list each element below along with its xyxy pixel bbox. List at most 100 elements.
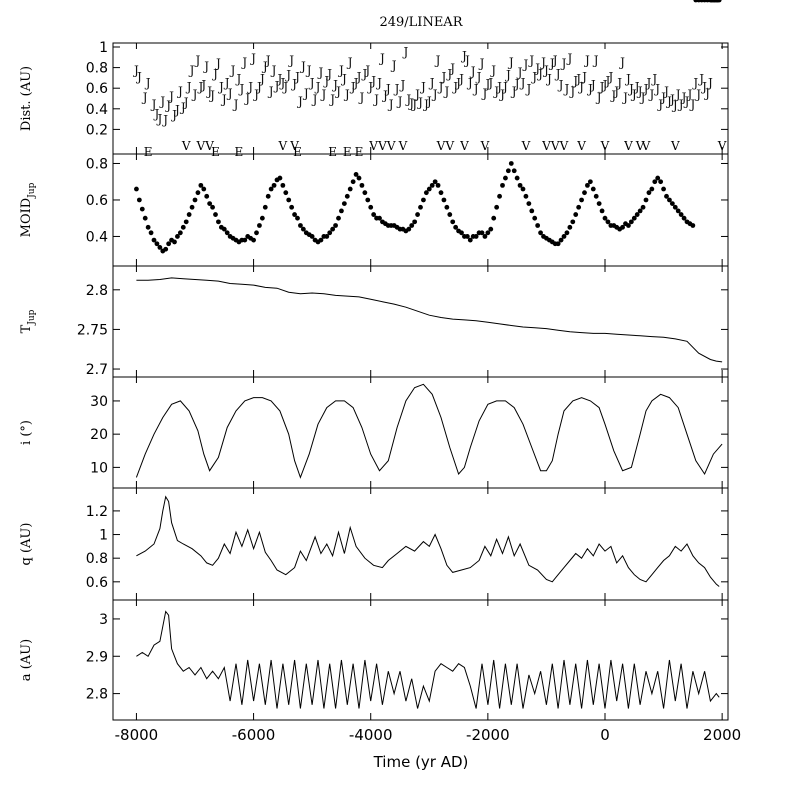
data-point-moid — [529, 208, 535, 214]
data-point-moid — [318, 237, 324, 243]
encounter-label-v: V — [289, 139, 299, 153]
data-point-moid — [637, 208, 643, 214]
encounter-marker-j: J — [504, 68, 511, 82]
encounter-marker-j: J — [624, 72, 631, 86]
xtick-label: 2000 — [703, 726, 741, 744]
encounter-marker-j: J — [258, 72, 265, 86]
encounter-label-e: E — [211, 145, 220, 159]
encounter-label-v: V — [196, 139, 206, 153]
data-point-moid — [257, 223, 262, 228]
encounter-marker-j: J — [407, 97, 414, 111]
encounter-marker-j: J — [451, 80, 458, 94]
encounter-marker-j: J — [700, 80, 707, 94]
data-point-moid — [277, 175, 283, 181]
encounter-marker-j: J — [437, 80, 444, 94]
encounter-label-v: V — [444, 139, 454, 153]
encounter-marker-j: J — [273, 79, 280, 93]
encounter-marker-j: J — [141, 90, 148, 104]
encounter-marker-j: J — [551, 53, 558, 67]
encounter-label-e: E — [328, 145, 337, 159]
data-point-moid — [271, 182, 277, 188]
data-point-moid — [429, 182, 435, 188]
data-point-moid — [491, 215, 497, 221]
encounter-marker-j: J — [305, 64, 312, 78]
encounter-marker-j: J — [425, 95, 432, 109]
encounter-marker-j: J — [545, 72, 552, 86]
data-point-moid — [450, 219, 456, 225]
data-point-moid — [646, 190, 652, 196]
encounter-marker-j: J — [387, 98, 394, 112]
data-point-moid — [464, 234, 470, 239]
encounter-marker-j: J — [568, 84, 575, 98]
encounter-marker-j: J — [489, 64, 496, 78]
encounter-marker-j: J — [583, 53, 590, 67]
data-point-moid — [467, 237, 473, 243]
data-point-moid — [655, 175, 661, 181]
encounter-marker-j: J — [688, 98, 695, 112]
data-point-moid — [142, 215, 148, 221]
encounter-marker-j: J — [325, 67, 332, 81]
data-point-moid — [514, 175, 520, 181]
encounter-marker-j: J — [653, 82, 660, 96]
encounter-marker-j: J — [454, 76, 461, 90]
encounter-marker-j: J — [463, 53, 470, 67]
encounter-marker-j: J — [557, 78, 564, 92]
ytick-label-a: 3 — [99, 612, 108, 628]
encounter-marker-j: J — [369, 74, 376, 88]
series-line-inc — [135, 383, 723, 479]
encounter-marker-j: J — [680, 90, 687, 104]
ytick-label-q: 1.2 — [86, 504, 108, 520]
ytick-label-tjup: 2.8 — [86, 283, 108, 299]
encounter-marker-j: J — [598, 80, 605, 94]
encounter-marker-j: J — [618, 55, 625, 69]
data-point-moid — [602, 215, 608, 221]
encounter-marker-j: J — [404, 93, 411, 107]
data-point-moid — [555, 241, 561, 247]
encounter-marker-j: J — [516, 66, 523, 80]
encounter-marker-j: J — [639, 90, 646, 104]
encounter-marker-j: J — [322, 74, 329, 88]
encounter-marker-j: J — [372, 93, 379, 107]
data-point-moid — [254, 230, 259, 236]
data-point-moid — [262, 204, 268, 210]
encounter-marker-j: J — [542, 64, 549, 78]
data-point-moid — [268, 186, 274, 192]
data-point-moid — [180, 224, 186, 230]
data-point-moid — [482, 234, 488, 239]
encounter-marker-j: J — [346, 55, 353, 69]
encounter-marker-j: J — [194, 53, 201, 67]
encounter-marker-j: J — [615, 76, 622, 90]
data-point-moid — [517, 182, 523, 188]
data-point-moid — [295, 215, 300, 221]
encounter-marker-j: J — [328, 93, 335, 107]
encounter-marker-j: J — [232, 98, 239, 112]
encounter-marker-j: J — [659, 90, 666, 104]
data-point-moid — [347, 186, 353, 192]
data-point-moid — [336, 215, 341, 221]
encounter-marker-j: J — [460, 49, 467, 63]
encounter-marker-j: J — [208, 88, 215, 102]
data-point-moid — [145, 224, 151, 230]
panel-a: 2.8 2.9 3 a (AU) — [19, 599, 729, 721]
data-point-moid — [664, 193, 669, 199]
encounter-marker-j: J — [571, 74, 578, 88]
encounter-marker-j: J — [706, 76, 713, 90]
data-point-moid — [362, 190, 368, 196]
encounter-label-v: V — [204, 139, 214, 153]
encounter-marker-j: J — [475, 70, 482, 84]
data-point-moid — [195, 190, 201, 196]
ytick-label-q: 0.8 — [86, 551, 108, 567]
data-point-moid — [535, 223, 541, 228]
data-point-moid — [538, 230, 543, 236]
encounter-marker-j: J — [431, 87, 438, 101]
data-point-moid — [412, 219, 418, 225]
encounter-label-v: V — [398, 139, 408, 153]
panel-frame-moid — [112, 153, 729, 267]
data-point-moid — [570, 219, 576, 225]
ytick-label-inc: 30 — [90, 394, 108, 410]
encounter-marker-j: J — [554, 67, 561, 81]
encounter-label-v: V — [541, 139, 551, 153]
ytick-label-dist: 0.4 — [86, 102, 108, 118]
encounter-marker-j: J — [314, 80, 321, 94]
data-point-moid — [441, 197, 447, 203]
